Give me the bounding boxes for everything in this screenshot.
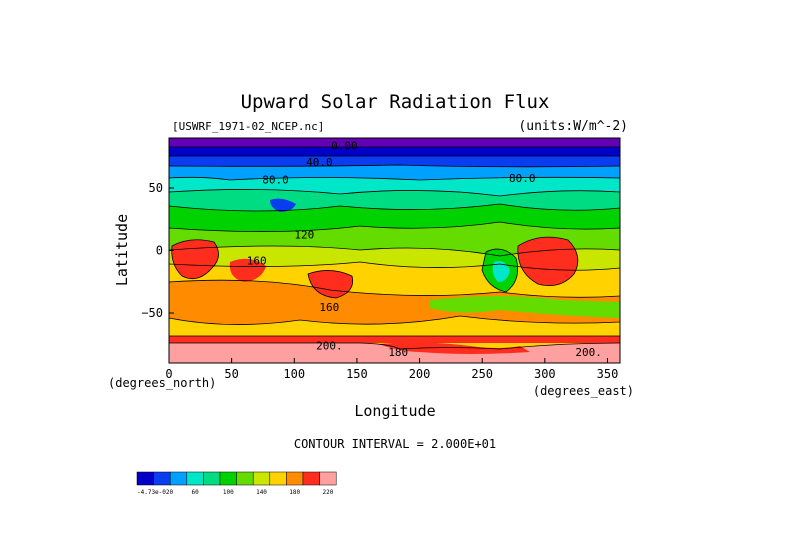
- colorbar-swatch: [269, 471, 287, 486]
- x-tick-label: 100: [283, 367, 305, 381]
- band-40-60: [169, 165, 620, 180]
- colorbar-swatch: [286, 471, 304, 486]
- contour-interval-label: CONTOUR INTERVAL = 2.000E+01: [294, 437, 496, 451]
- contour-label: 120: [294, 228, 314, 241]
- region-west-red-2: [229, 258, 266, 282]
- band-120-140: [169, 222, 620, 256]
- contour-label: 200.: [316, 340, 343, 353]
- x-unit-label: (degrees_east): [533, 384, 634, 398]
- band-south-green: [430, 296, 620, 318]
- colorbar-swatch: [136, 471, 154, 486]
- y-tick-label: 50: [149, 181, 163, 195]
- colorbar: -4.73e-020 60 100 140 180 220: [136, 471, 337, 496]
- contour-label: 40.0: [306, 156, 333, 169]
- units-label: (units:W/m^-2): [518, 119, 628, 134]
- contour-label: 80.0: [509, 172, 536, 185]
- y-tick-label: 0: [156, 244, 163, 258]
- colorbar-swatch: [169, 471, 188, 486]
- x-ticks: 0 50 100 150 200 250 300 350: [165, 358, 618, 381]
- contour-label: 160: [319, 301, 339, 314]
- contour-labels: 0.00 40.0 80.0 80.0 120 160 160 200. 180 200.: [247, 140, 602, 359]
- plot-area: 0.00 40.0 80.0 80.0 120 160 160 200. 180 200.: [169, 138, 620, 363]
- x-tick-label: 200: [409, 367, 431, 381]
- contour-label: 160: [247, 255, 267, 268]
- colorbar-swatch: [252, 471, 271, 486]
- band-0-20: [169, 147, 620, 156]
- band-south-orange: [169, 280, 620, 325]
- region-greenland: [270, 198, 296, 212]
- x-axis-title: Longitude: [354, 402, 435, 420]
- contour-label: 0.00: [331, 140, 358, 153]
- y-ticks: 50 0 −50: [141, 181, 174, 320]
- colorbar-label: 60: [191, 489, 199, 496]
- band-60-80: [169, 177, 620, 196]
- y-tick-label: −50: [141, 306, 163, 320]
- band-north-cap: [169, 138, 620, 147]
- colorbar-label: -4.73e-020: [137, 489, 174, 496]
- colorbar-swatch: [319, 471, 337, 486]
- contour-lines: [169, 146, 620, 350]
- chart-title: Upward Solar Radiation Flux: [241, 91, 550, 113]
- colorbar-swatch: [186, 471, 204, 486]
- colorbar-label: 140: [256, 489, 267, 496]
- colorbar-swatch: [203, 471, 221, 486]
- region-east-cyan: [492, 261, 510, 282]
- colorbar-label: 220: [322, 489, 333, 496]
- x-tick-label: 0: [165, 367, 172, 381]
- band-south-red: [169, 336, 620, 343]
- y-axis-title: Latitude: [113, 214, 131, 286]
- x-tick-label: 50: [224, 367, 238, 381]
- band-south-pink: [169, 343, 620, 363]
- x-tick-label: 150: [346, 367, 368, 381]
- contour-label: 80.0: [262, 173, 289, 186]
- colorbar-label: 100: [223, 489, 234, 496]
- band-80-100: [169, 189, 620, 211]
- x-tick-label: 250: [471, 367, 493, 381]
- contour-label: 200.: [575, 346, 602, 359]
- region-west-red: [171, 239, 219, 279]
- x-tick-label: 300: [534, 367, 556, 381]
- colorbar-swatch: [236, 471, 254, 486]
- band-20-40: [169, 156, 620, 167]
- x-tick-label: 350: [597, 367, 619, 381]
- y-unit-label: (degrees_north): [108, 376, 216, 390]
- colorbar-swatch: [219, 471, 237, 486]
- colorbar-swatch: [302, 471, 320, 486]
- source-file-label: [USWRF_1971-02_NCEP.nc]: [172, 120, 324, 133]
- contour-label: 180: [388, 346, 408, 359]
- colorbar-swatch: [153, 471, 171, 486]
- colorbar-label: 180: [289, 489, 300, 496]
- antarctic-red-lobe: [380, 342, 530, 354]
